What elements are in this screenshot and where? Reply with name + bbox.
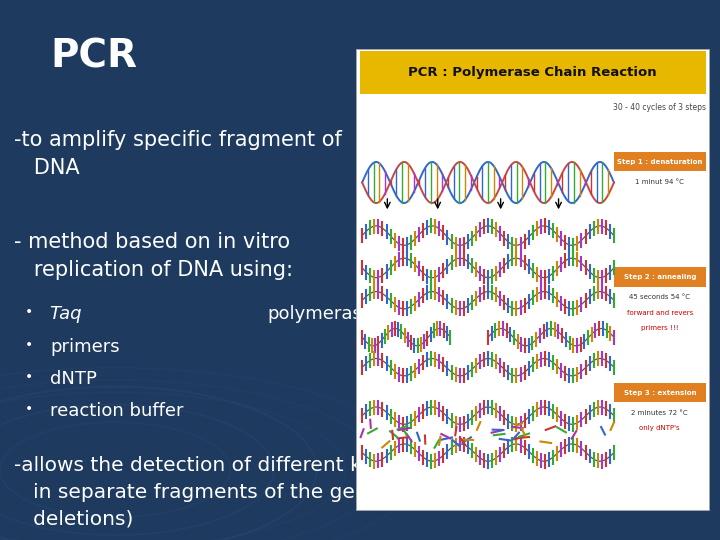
Text: •: • xyxy=(25,305,33,319)
Text: •: • xyxy=(25,402,33,416)
Text: reaction buffer: reaction buffer xyxy=(50,402,184,420)
Text: Step 3 : extension: Step 3 : extension xyxy=(624,389,696,396)
Text: primers: primers xyxy=(50,338,120,355)
FancyBboxPatch shape xyxy=(360,51,706,94)
Text: 1 minut 94 °C: 1 minut 94 °C xyxy=(635,179,684,185)
Text: Step 2 : annealing: Step 2 : annealing xyxy=(624,274,696,280)
Text: -to amplify specific fragment of
   DNA: -to amplify specific fragment of DNA xyxy=(14,130,342,178)
FancyBboxPatch shape xyxy=(356,49,709,510)
Text: forward and revers: forward and revers xyxy=(626,309,693,315)
Text: dNTP: dNTP xyxy=(50,370,97,388)
Text: 30 - 40 cycles of 3 steps: 30 - 40 cycles of 3 steps xyxy=(613,103,706,112)
FancyBboxPatch shape xyxy=(614,152,706,171)
FancyBboxPatch shape xyxy=(614,383,706,402)
Text: polymerase: polymerase xyxy=(268,305,374,323)
Text: Taq: Taq xyxy=(50,305,88,323)
FancyBboxPatch shape xyxy=(614,267,706,287)
Text: only dNTP's: only dNTP's xyxy=(639,425,680,431)
Text: - method based on in vitro
   replication of DNA using:: - method based on in vitro replication o… xyxy=(14,232,294,280)
Text: •: • xyxy=(25,370,33,384)
Text: PCR: PCR xyxy=(50,38,137,76)
Text: PCR : Polymerase Chain Reaction: PCR : Polymerase Chain Reaction xyxy=(408,66,657,79)
Text: Step 1 : denaturation: Step 1 : denaturation xyxy=(617,159,703,165)
Text: •: • xyxy=(25,338,33,352)
Text: -allows the detection of different kinds of mutational changes
   in separate fr: -allows the detection of different kinds… xyxy=(14,456,636,528)
Text: 45 seconds 54 °C: 45 seconds 54 °C xyxy=(629,294,690,300)
Text: primers !!!: primers !!! xyxy=(641,325,678,330)
Text: 2 minutes 72 °C: 2 minutes 72 °C xyxy=(631,410,688,416)
